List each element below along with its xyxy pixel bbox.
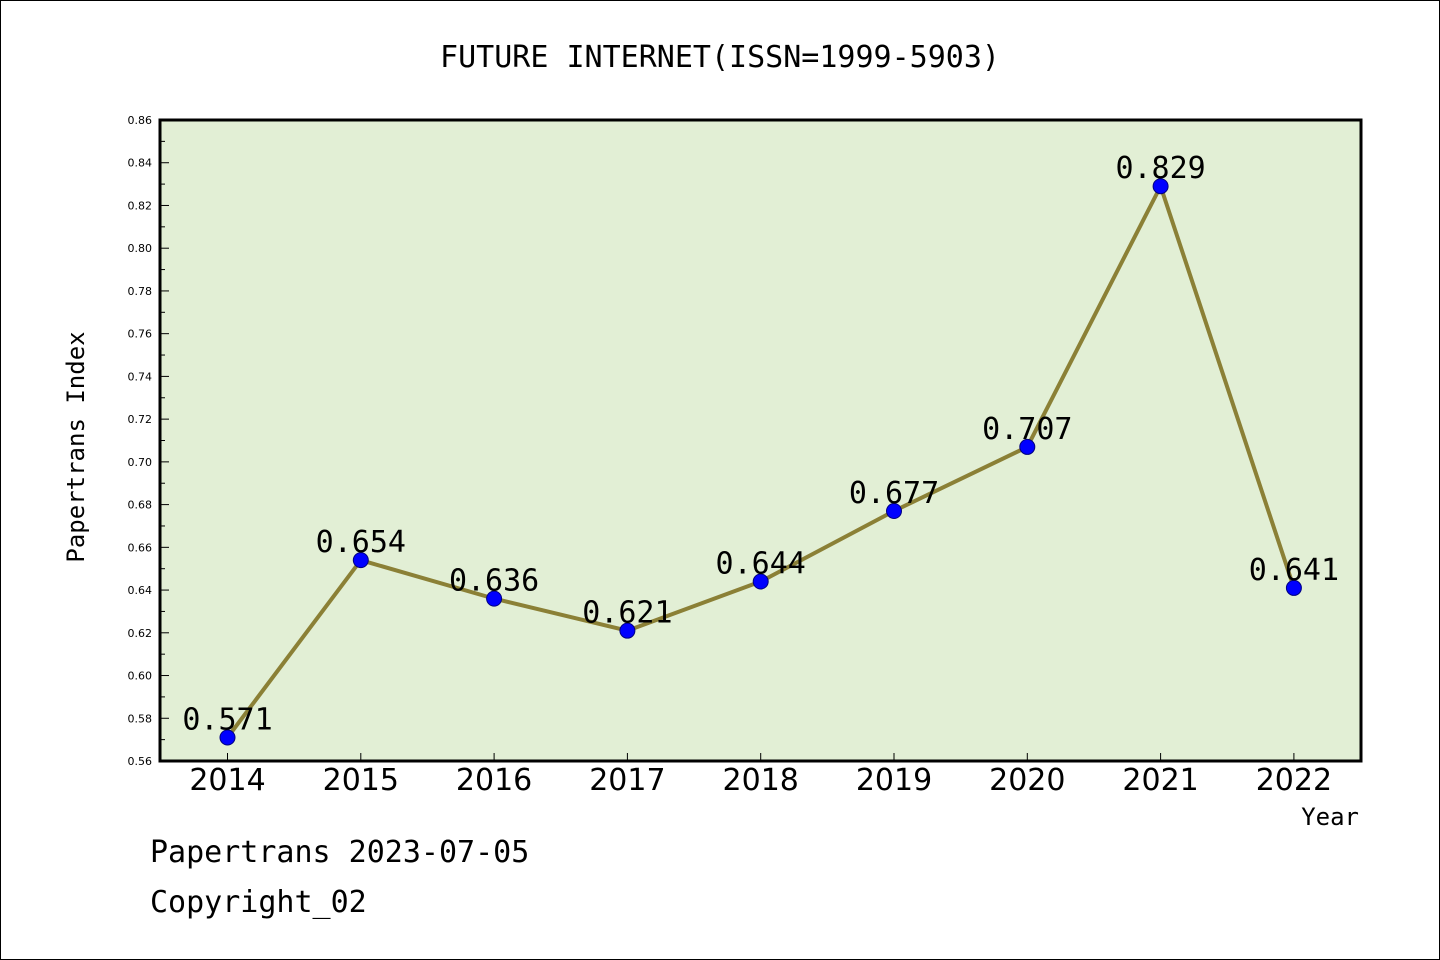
- y-tick-label: 0.58: [128, 712, 153, 725]
- y-axis-label: Papertrans Index: [62, 331, 90, 562]
- data-point: [752, 573, 769, 590]
- footer-copyright-text: Copyright_02: [150, 885, 367, 920]
- x-tick-label: 2021: [1122, 763, 1198, 798]
- y-tick-label: 0.86: [128, 114, 153, 127]
- y-tick-label: 0.84: [128, 157, 153, 170]
- x-axis-label: Year: [1301, 803, 1359, 831]
- x-tick-label: 2014: [189, 763, 265, 798]
- y-tick-label: 0.60: [128, 670, 153, 683]
- x-tick-label: 2016: [456, 763, 532, 798]
- data-point: [1285, 579, 1302, 596]
- x-tick-label: 2019: [856, 763, 932, 798]
- data-point: [219, 729, 236, 746]
- data-point: [619, 622, 636, 639]
- chart-title: FUTURE INTERNET(ISSN=1999-5903): [440, 40, 1000, 75]
- data-point: [886, 503, 902, 520]
- x-tick-label: 2018: [723, 763, 799, 798]
- data-label: 0.654: [316, 525, 406, 560]
- y-tick-label: 0.64: [128, 584, 153, 597]
- y-tick-label: 0.80: [128, 242, 153, 255]
- data-label: 0.571: [182, 702, 272, 737]
- footer-date-text: Papertrans 2023-07-05: [150, 835, 530, 870]
- data-label: 0.621: [582, 596, 672, 631]
- data-point: [352, 552, 369, 569]
- series-layer: 0.571 0.654 0.636 0.621 0.644 0.677 0.707 0.829…: [182, 151, 1339, 746]
- y-tick-label: 0.56: [128, 755, 153, 768]
- y-tick-label: 0.72: [128, 413, 153, 426]
- x-axis: 2014 2015 2016 2017 2018 2019 2020 2021 2022: [189, 753, 1332, 798]
- x-tick-label: 2017: [589, 763, 665, 798]
- data-label: 0.707: [982, 412, 1072, 447]
- x-tick-label: 2015: [323, 763, 399, 798]
- data-point: [1152, 178, 1169, 195]
- x-tick-label: 2020: [989, 763, 1065, 798]
- y-tick-label: 0.70: [128, 456, 153, 469]
- data-label: 0.636: [449, 564, 539, 599]
- x-tick-label: 2022: [1256, 763, 1332, 798]
- data-label: 0.829: [1115, 151, 1205, 186]
- data-label: 0.677: [849, 476, 939, 511]
- y-tick-label: 0.62: [128, 627, 153, 640]
- y-tick-label: 0.66: [128, 541, 153, 554]
- y-tick-label: 0.74: [128, 370, 153, 383]
- y-tick-label: 0.78: [128, 285, 153, 298]
- data-label: 0.641: [1249, 553, 1339, 588]
- y-tick-label: 0.82: [128, 199, 153, 212]
- plot-border: [158, 118, 1363, 763]
- data-point: [486, 590, 503, 607]
- y-tick-label: 0.68: [128, 499, 153, 512]
- data-point: [1019, 438, 1036, 455]
- data-label: 0.644: [716, 547, 806, 582]
- plot-area: [160, 120, 1361, 761]
- y-tick-label: 0.76: [128, 328, 153, 341]
